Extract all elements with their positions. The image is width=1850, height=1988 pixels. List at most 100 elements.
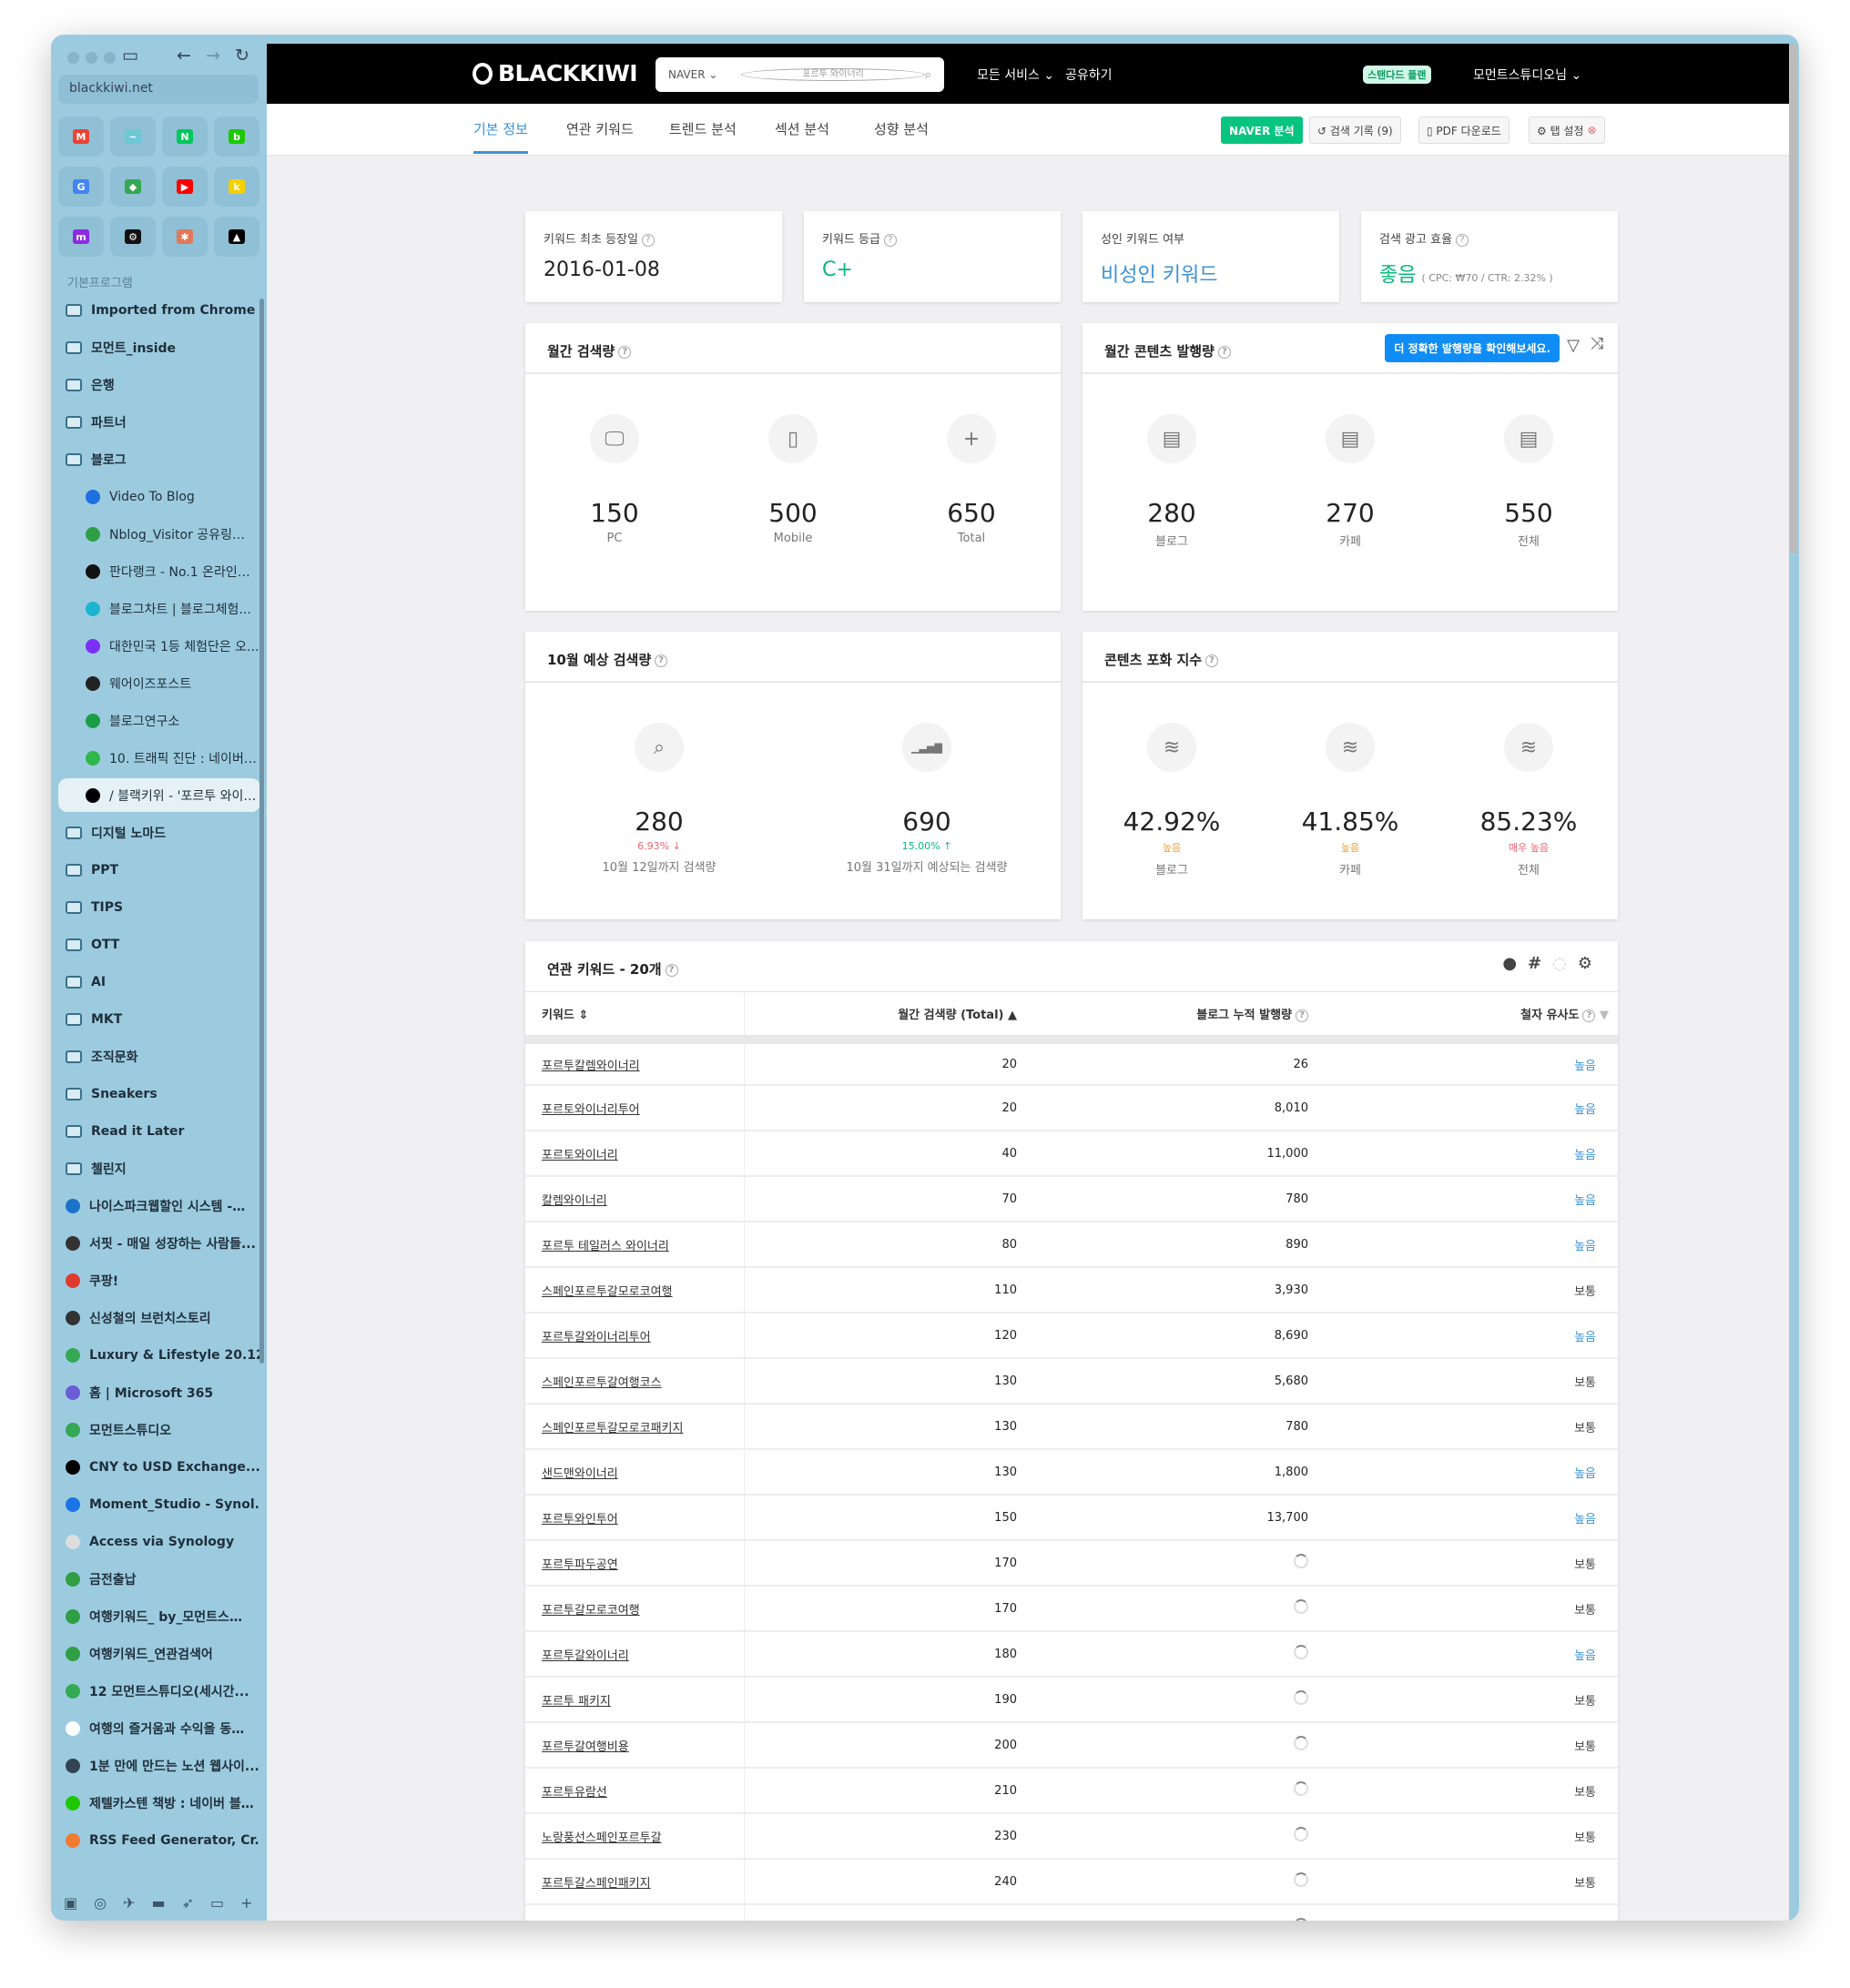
keyword-link[interactable]: 샌드맨와이너리 [525,1449,745,1496]
bookmark-folder[interactable]: TIPS [58,888,260,926]
table-row[interactable]: 포르토와이너리 40 11,000 높음 [525,1131,1618,1177]
table-row[interactable]: 노랑풍선스페인포르투갈 230 보통 [525,1813,1618,1860]
keyword-link[interactable]: 포르투와인투어 [525,1495,745,1541]
table-row[interactable]: 포르투유람선 210 보통 [525,1768,1618,1814]
help-icon[interactable]: ? [1205,654,1219,667]
pinned-tab-google[interactable]: G [58,167,104,207]
keyword-link[interactable]: 포르투유람선 [525,1768,745,1814]
naver-analysis-button[interactable]: NAVER 분석 [1221,117,1303,144]
pinned-tab-app10[interactable]: ⚙ [110,217,156,257]
keyword-link[interactable]: 칼렘와이너리 [525,1176,745,1222]
bookmark-item[interactable]: Access via Synology [58,1523,260,1560]
column-header-keyword[interactable]: 키워드 ⇕ [525,992,745,1044]
close-icon[interactable]: ⊗ [1587,124,1597,137]
share-link[interactable]: 공유하기 [1065,68,1113,83]
bookmark-item[interactable]: Moment_Studio - Synol... [58,1486,260,1523]
keyword-link[interactable]: 포르투칼렘와이너리 [525,1040,745,1086]
bookmark-folder[interactable]: 첼린지 [58,1150,260,1187]
pinned-tab-app2[interactable]: ~ [110,117,156,157]
monitor-icon[interactable]: ▬ [151,1894,166,1912]
new-tab-icon[interactable]: + [240,1894,253,1912]
table-row[interactable]: 스페인포르투갈모로코여행 110 3,930 보통 [525,1267,1618,1314]
bookmark-folder[interactable]: PPT [58,851,260,888]
keyword-link[interactable]: 포르토와이너리 [525,1131,745,1177]
table-row[interactable]: 포르투갈와이너리투어 120 8,690 높음 [525,1313,1618,1359]
column-header-blog-posts[interactable]: 블로그 누적 발행량? [1017,992,1308,1044]
bookmark-folder[interactable]: 은행 [58,366,260,403]
help-icon[interactable]: ? [655,654,668,667]
shuffle-icon[interactable]: ⤨ [1590,334,1603,353]
bookmark-item[interactable]: Video To Blog [58,478,260,515]
globe-icon[interactable]: ◎ [94,1894,107,1912]
pinned-tab-make[interactable]: m [58,217,104,257]
keyword-link[interactable]: 포르투갈여행비용 [525,1722,745,1769]
logo[interactable]: BLACKKIWI [473,60,638,86]
bookmark-item[interactable]: / 블랙키위 - '포르투 와이… [58,778,260,812]
keyword-link[interactable]: 스페인포르투갈모로코여행 [525,1267,745,1314]
help-icon[interactable]: ? [641,233,655,247]
help-icon[interactable]: ? [1217,345,1231,359]
bookmark-item[interactable]: 대한민국 1등 체험단은 오... [58,627,260,664]
bookmark-item[interactable]: 10. 트래픽 진단 : 네이버… [58,739,260,776]
bookmark-item[interactable]: 여행의 즐거움과 수익을 동… [58,1709,260,1747]
table-row[interactable]: 포르투갈스페인패키지 240 보통 [525,1859,1618,1905]
bookmark-item[interactable]: 홈 | Microsoft 365 [58,1374,260,1411]
engine-select[interactable]: NAVER ⌄ [668,68,718,81]
help-icon[interactable]: ? [1296,1009,1308,1022]
help-icon[interactable]: ? [883,233,897,247]
back-icon[interactable]: ← [177,46,191,66]
bookmark-item[interactable]: 쿠팡! [58,1262,260,1299]
forward-icon[interactable]: → [206,46,220,66]
table-row[interactable]: 포르투갈와이너리 180 높음 [525,1631,1618,1678]
keyword-link[interactable]: 포르투 패키지 [525,1677,745,1723]
pinned-tab-gmail[interactable]: M [58,117,104,157]
bookmark-item[interactable]: 제텔카스텐 책방 : 네이버 블… [58,1784,260,1821]
archive-icon[interactable]: ▣ [64,1894,78,1912]
services-menu[interactable]: 모든 서비스 ⌄ [977,68,1055,83]
tab-basic-info[interactable]: 기본 정보 [473,119,528,154]
table-row[interactable]: 포르토와이너리투어 20 8,010 높음 [525,1085,1618,1131]
bookmark-item[interactable]: 서핏 - 매일 성장하는 사람들... [58,1224,260,1262]
keyword-link[interactable]: 노랑풍선스페인포르투갈 [525,1813,745,1860]
bookmark-folder[interactable]: MKT [58,1000,260,1038]
pinned-tab-blog[interactable]: b [214,117,259,157]
pdf-download-button[interactable]: ▯ PDF 다운로드 [1418,117,1509,144]
bookmark-item[interactable]: 12 모먼트스튜디오(세시간... [58,1672,260,1709]
table-row[interactable]: 포르투와인투어 150 13,700 높음 [525,1495,1618,1541]
minimize-button[interactable] [86,52,97,64]
table-row[interactable]: 포르투갈모로코여행 170 보통 [525,1586,1618,1632]
search-input[interactable]: 포르투 와이너리 [741,68,925,81]
table-row[interactable]: 칼렘와이너리 70 780 높음 [525,1176,1618,1222]
table-row[interactable]: 샌드맨와이너리 130 1,800 높음 [525,1449,1618,1496]
keyword-link[interactable]: 포르투갈와이너리투어 [525,1313,745,1359]
bubble-icon[interactable]: ● [1502,954,1529,973]
gear-icon[interactable]: ⚙ [1577,954,1603,973]
pinned-tab-claude[interactable]: ✱ [162,217,208,257]
search-icon[interactable]: ⌕ [924,67,931,82]
bookmark-item[interactable]: 웨어이즈포스트 [58,664,260,702]
keyword-link[interactable]: 포르토와이너리투어 [525,1085,745,1131]
bookmark-item[interactable]: 블로그차트 | 블로그체험... [58,590,260,627]
help-icon[interactable]: ? [665,963,678,977]
bookmark-folder[interactable]: 조직문화 [58,1038,260,1075]
bookmark-item[interactable]: 1분 만에 만드는 노션 웹사이... [58,1747,260,1784]
table-row[interactable]: 포르투칼렘와이너리 20 26 높음 [525,1040,1618,1086]
bookmark-item[interactable]: 판다랭크 - No.1 온라인… [58,553,260,590]
bookmark-item[interactable]: CNY to USD Exchange... [58,1448,260,1486]
keyword-link[interactable]: 포르투파두공연 [525,1540,745,1587]
bookmark-item[interactable]: 나이스파크웹할인 시스템 -… [58,1187,260,1224]
tab-settings-button[interactable]: ⚙ 탭 설정 ⊗ [1529,117,1605,144]
sidebar-toggle-icon[interactable]: ▭ [122,46,138,66]
keyword-link[interactable]: 포르투갈모로코여행 [525,1586,745,1632]
tab-related-keywords[interactable]: 연관 키워드 [566,121,634,137]
keyword-link[interactable]: 포르투갈와이너리 [525,1631,745,1678]
zoom-button[interactable] [104,52,116,64]
bookmark-item[interactable]: 금전출납 [58,1560,260,1598]
bookmark-item[interactable]: 모먼트스튜디오 [58,1411,260,1448]
bookmark-item[interactable]: 신성철의 브런치스토리 [58,1299,260,1336]
help-icon[interactable]: ? [1456,233,1469,247]
filter-icon[interactable]: ▽ [1567,336,1580,355]
table-row[interactable]: 포르투갈 일주240 보통 [525,1904,1618,1921]
table-row[interactable]: 포르투갈여행비용 200 보통 [525,1722,1618,1769]
page-scrollbar[interactable] [1790,44,1797,553]
